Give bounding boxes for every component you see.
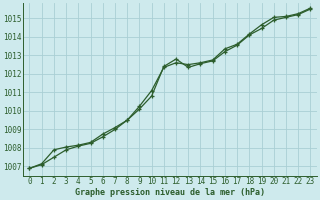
X-axis label: Graphe pression niveau de la mer (hPa): Graphe pression niveau de la mer (hPa) [75, 188, 265, 197]
